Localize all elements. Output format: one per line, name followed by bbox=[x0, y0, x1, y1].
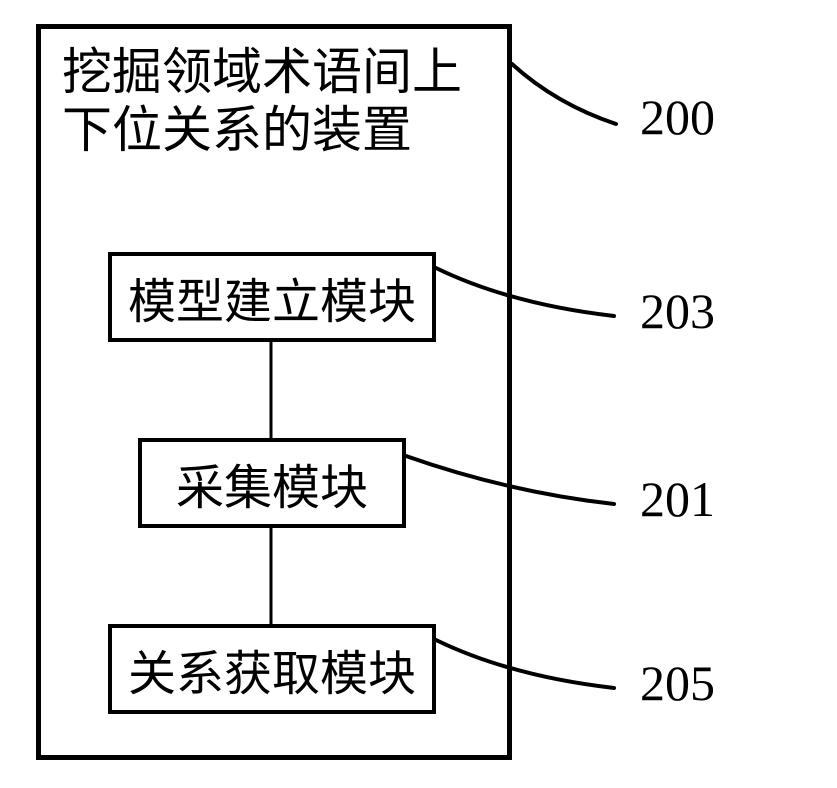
module-label-relation: 关系获取模块 bbox=[128, 634, 416, 704]
callout-label-205: 205 bbox=[640, 654, 715, 712]
device-title-line1: 挖掘领域术语间上 bbox=[62, 44, 462, 102]
module-label-collect: 采集模块 bbox=[176, 448, 368, 518]
diagram-canvas: 挖掘领域术语间上 下位关系的装置 模型建立模块 采集模块 关系获取模块 200 … bbox=[0, 0, 837, 788]
callout-label-201: 201 bbox=[640, 470, 715, 528]
device-title-line2: 下位关系的装置 bbox=[62, 102, 462, 160]
module-box-model: 模型建立模块 bbox=[108, 252, 436, 342]
callout-label-200: 200 bbox=[640, 88, 715, 146]
module-box-collect: 采集模块 bbox=[138, 438, 406, 528]
module-label-model: 模型建立模块 bbox=[128, 262, 416, 332]
callout-label-203: 203 bbox=[640, 282, 715, 340]
device-title: 挖掘领域术语间上 下位关系的装置 bbox=[62, 44, 462, 159]
module-box-relation: 关系获取模块 bbox=[108, 624, 436, 714]
